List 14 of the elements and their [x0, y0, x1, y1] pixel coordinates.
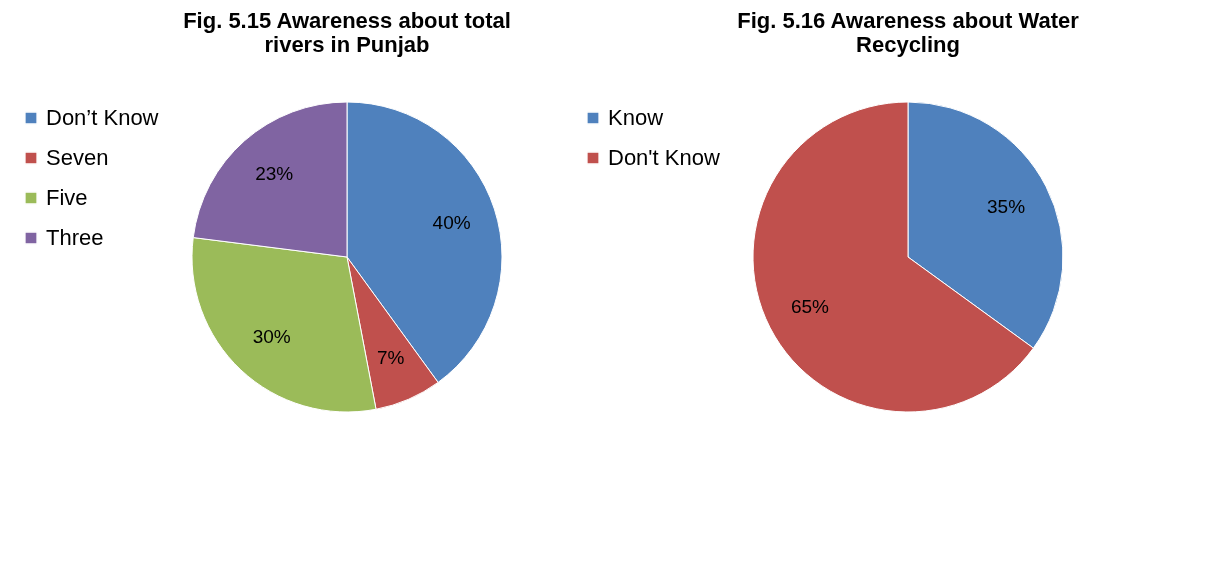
data-label: 23%: [255, 163, 294, 185]
legend-label: Seven: [46, 145, 109, 170]
chart-title: Fig. 5.16 Awareness about Water Recycling: [737, 8, 1080, 57]
data-label: 35%: [987, 196, 1026, 218]
data-label: 30%: [252, 326, 291, 348]
legend-label: Five: [46, 185, 88, 210]
data-label: 65%: [790, 295, 830, 317]
legend-label: Don't Know: [608, 145, 720, 170]
chart-title: Fig. 5.15 Awareness about total rivers in Punjab: [183, 8, 511, 57]
data-label: 7%: [376, 346, 405, 368]
data-label: 40%: [432, 212, 471, 234]
legend-label: Know: [608, 105, 664, 130]
legend-label: Don’t Know: [46, 105, 159, 130]
legend-label: Three: [46, 225, 104, 250]
